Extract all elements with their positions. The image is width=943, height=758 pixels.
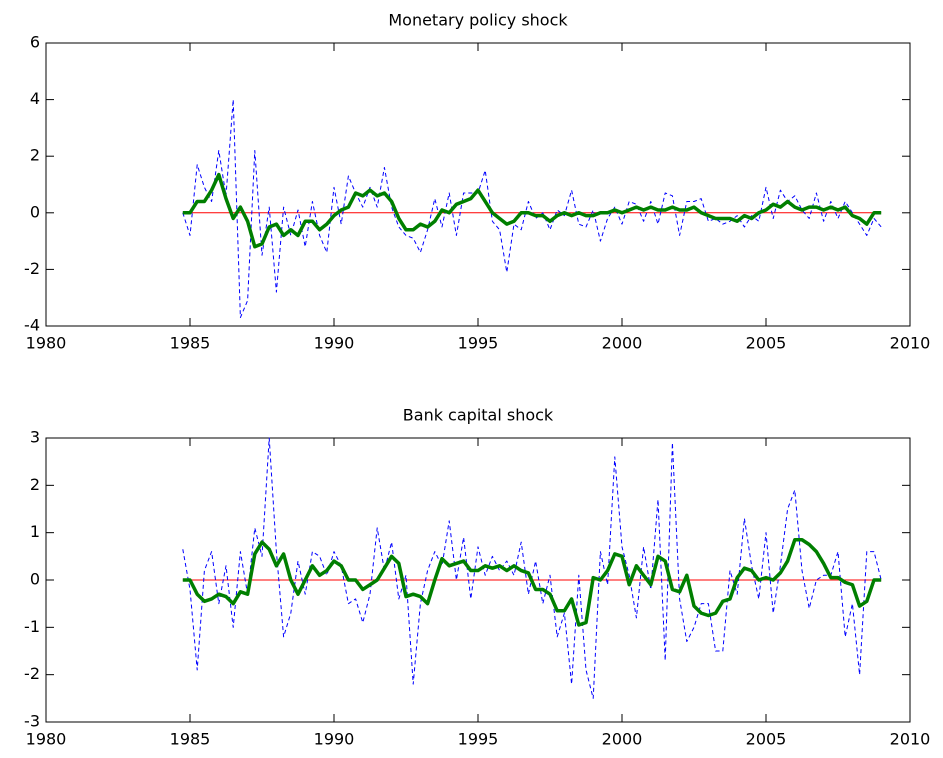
x-tick-label: 2005 — [746, 730, 787, 749]
series-line — [182, 538, 882, 627]
y-tick-label: 1 — [30, 522, 40, 541]
y-tick-label: 4 — [30, 89, 40, 108]
y-tick-label: -3 — [24, 712, 40, 731]
series-line — [182, 172, 882, 249]
x-tick-label: 2005 — [746, 334, 787, 353]
y-tick-label: 0 — [30, 570, 40, 589]
y-tick-label: -1 — [24, 617, 40, 636]
y-tick-label: 6 — [30, 33, 40, 52]
x-tick-label: 2010 — [890, 730, 931, 749]
subplot: Monetary policy shock 1980 1985 1990 1995 200… — [24, 11, 930, 353]
y-tick-label: -2 — [24, 259, 40, 278]
x-tick-label: 1985 — [170, 730, 211, 749]
x-tick-label: 1985 — [170, 334, 211, 353]
y-tick-label: 2 — [30, 146, 40, 165]
y-tick-label: 0 — [30, 202, 40, 221]
series-line — [182, 99, 882, 319]
x-tick-label: 2010 — [890, 334, 931, 353]
y-tick-label: 3 — [30, 428, 40, 447]
x-tick-label: 1990 — [314, 334, 355, 353]
y-tick-label: -4 — [24, 316, 40, 335]
x-tick-label: 2000 — [602, 730, 643, 749]
x-tick-label: 1990 — [314, 730, 355, 749]
y-tick-label: -2 — [24, 664, 40, 683]
axes-box — [45, 42, 911, 327]
x-tick-label: 1980 — [26, 730, 67, 749]
x-tick-label: 1980 — [26, 334, 67, 353]
subplot-title: Bank capital shock — [403, 406, 554, 425]
x-tick-label: 1995 — [458, 334, 499, 353]
x-tick-label: 1995 — [458, 730, 499, 749]
y-tick-label: 2 — [30, 475, 40, 494]
x-tick-label: 2000 — [602, 334, 643, 353]
subplot-title: Monetary policy shock — [388, 11, 568, 30]
